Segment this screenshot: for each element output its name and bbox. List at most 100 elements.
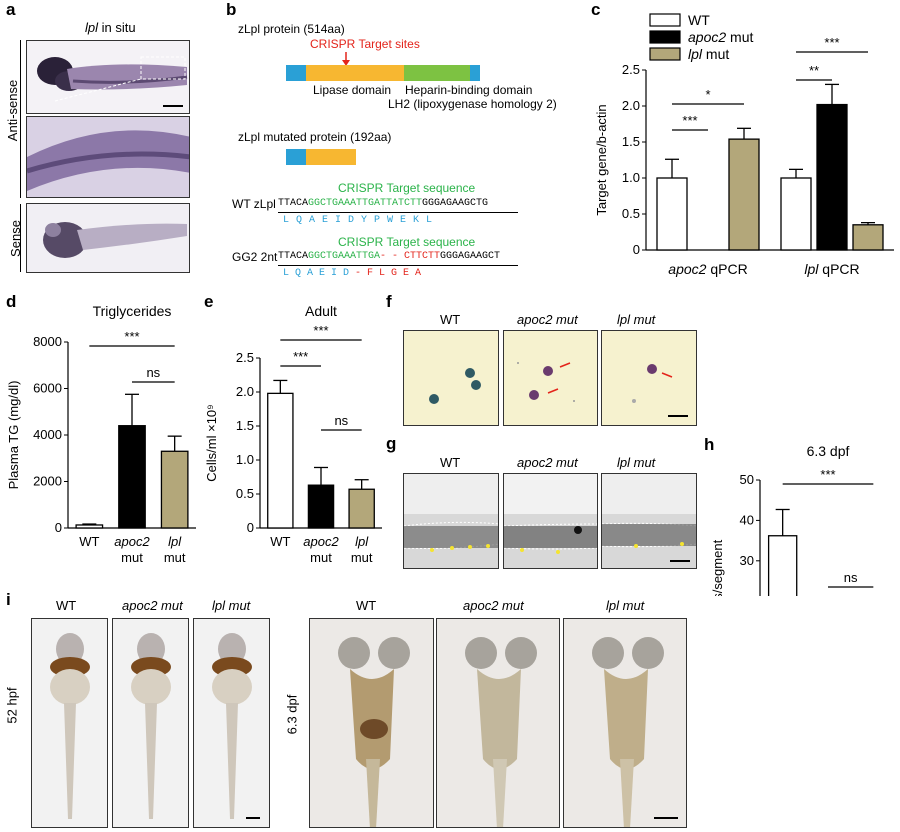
y-axis-label: Plasma TG (mg/dl) xyxy=(6,381,21,490)
panel-label-d: d xyxy=(6,292,17,311)
i-left-label-wt: WT xyxy=(56,598,77,613)
sense-bracket xyxy=(20,204,21,272)
significance-label: *** xyxy=(824,35,839,50)
x-tick-label: mut xyxy=(310,550,332,565)
mut-codon-underline xyxy=(278,265,518,266)
y-tick-label: 1.0 xyxy=(236,452,254,467)
i-larva-apoc2-52hpf xyxy=(112,618,189,828)
panel-label-i: i xyxy=(6,590,11,609)
chart-title: 6.3 dpf xyxy=(807,443,850,459)
i-larva-apoc2-6dpf xyxy=(436,618,560,828)
x-tick-label: lpl xyxy=(168,534,182,549)
y-tick-label: 0 xyxy=(633,242,640,257)
i-larva-lpl-6dpf xyxy=(563,618,687,828)
y-tick-label: 2.5 xyxy=(236,350,254,365)
chart-title: Adult xyxy=(305,303,337,319)
y-tick-label: 0.5 xyxy=(236,486,254,501)
i-stage-left: 52 hpf xyxy=(4,687,20,724)
bar-lpl-mut xyxy=(160,450,189,529)
y-tick-label: 0 xyxy=(247,520,254,535)
chart-h-cells-segment: 6.3 dpf01020304050Cells/segmentWTapoc2mu… xyxy=(710,443,874,596)
x-tick-label: WT xyxy=(79,534,99,549)
f-image-wt xyxy=(403,330,499,426)
bar-apoc2-mut xyxy=(118,425,146,529)
f-label-apoc2: apoc2 mut xyxy=(517,312,578,327)
domain-heparin xyxy=(404,65,470,81)
insitu-sense-image xyxy=(26,203,190,273)
panel-label-h: h xyxy=(704,435,715,454)
wt-dna-sequence: TTACAGGCTGAAATTGATTATCTTGGGAGAAGCTG xyxy=(278,198,489,209)
legend-label: lpl mut xyxy=(688,46,729,62)
significance-label: *** xyxy=(682,113,697,128)
bar-apoc2-mut xyxy=(307,484,335,529)
mutated-protein-title: zLpl mutated protein (192aa) xyxy=(238,130,392,144)
significance-label: *** xyxy=(820,467,835,482)
i-right-label-lpl: lpl mut xyxy=(606,598,645,613)
anti-sense-label: Anti-sense xyxy=(5,79,21,142)
mut-aa-sequence: L Q A E I D - F L G E A xyxy=(283,268,422,279)
significance-label: *** xyxy=(313,323,328,338)
panel-label-a: a xyxy=(6,0,16,19)
y-axis-label: Cells/ml ×10⁹ xyxy=(204,404,219,481)
y-tick-label: 1.5 xyxy=(236,418,254,433)
significance-label: *** xyxy=(293,349,308,364)
significance-label: ns xyxy=(334,413,348,428)
y-tick-label: 0.5 xyxy=(622,206,640,221)
legend-label: WT xyxy=(688,12,710,28)
g-image-wt xyxy=(403,473,499,569)
significance-label: ns xyxy=(146,365,160,380)
y-tick-label: 4000 xyxy=(33,427,62,442)
anti-sense-bracket xyxy=(20,40,21,198)
crispr-sites-label: CRISPR Target sites xyxy=(310,37,420,51)
bar-lpl-mut-0 xyxy=(728,138,760,251)
significance-label: * xyxy=(705,87,710,102)
bar-apoc2-mut-1 xyxy=(816,103,848,251)
y-tick-label: 2.5 xyxy=(622,62,640,77)
mutated-protein-diagram xyxy=(286,149,356,165)
significance-label: *** xyxy=(124,329,139,344)
f-label-lpl: lpl mut xyxy=(617,312,656,327)
bar-WT xyxy=(767,535,798,596)
lipase-domain-label: Lipase domain xyxy=(313,83,392,97)
g-image-apoc2 xyxy=(503,473,598,569)
panel-label-c: c xyxy=(591,0,601,19)
g-label-lpl: lpl mut xyxy=(617,455,656,470)
i-larva-wt-52hpf xyxy=(31,618,108,828)
x-tick-label: mut xyxy=(351,550,373,565)
f-image-apoc2 xyxy=(503,330,598,426)
panel-a-title: lpl in situ xyxy=(85,20,136,35)
wt-codon-underline xyxy=(278,212,518,213)
domain-lipase xyxy=(306,65,404,81)
i-left-label-lpl: lpl mut xyxy=(212,598,251,613)
legend-swatch xyxy=(649,30,681,44)
x-tick-label: WT xyxy=(270,534,290,549)
domain-cterm xyxy=(470,65,480,81)
y-axis-label: Cells/segment xyxy=(710,539,725,596)
g-label-apoc2: apoc2 mut xyxy=(517,455,578,470)
panel-label-f: f xyxy=(386,292,392,311)
x-tick-label: apoc2 xyxy=(114,534,150,549)
x-tick-label: mut xyxy=(164,550,186,565)
x-tick-label: apoc2 xyxy=(303,534,339,549)
x-tick-label: mut xyxy=(121,550,143,565)
bar-WT xyxy=(267,392,294,529)
chart-d-triglycerides: Triglycerides 0 2000 4000 6000 8000 Plasma TG … xyxy=(6,303,196,565)
y-tick-label: 1.0 xyxy=(622,170,640,185)
bar-WT xyxy=(75,524,104,529)
y-tick-label: 30 xyxy=(740,553,754,568)
mut-seq-label: GG2 2nt xyxy=(232,250,278,264)
i-left-label-apoc2: apoc2 mut xyxy=(122,598,183,613)
y-tick-label: 1.5 xyxy=(622,134,640,149)
domain-signal xyxy=(286,65,306,81)
legend-swatch xyxy=(649,13,681,27)
lh2-domain-label: LH2 (lipoxygenase homology 2) xyxy=(388,97,557,111)
x-tick-label: lpl qPCR xyxy=(804,261,859,277)
g-label-wt: WT xyxy=(440,455,461,470)
bar-lpl-mut-1 xyxy=(852,224,884,251)
y-tick-label: 8000 xyxy=(33,334,62,349)
crispr-site-arrow xyxy=(342,60,350,66)
panel-label-g: g xyxy=(386,434,397,453)
y-tick-label: 6000 xyxy=(33,381,62,396)
significance-label: ** xyxy=(809,63,819,78)
legend-label: apoc2 mut xyxy=(688,29,753,45)
